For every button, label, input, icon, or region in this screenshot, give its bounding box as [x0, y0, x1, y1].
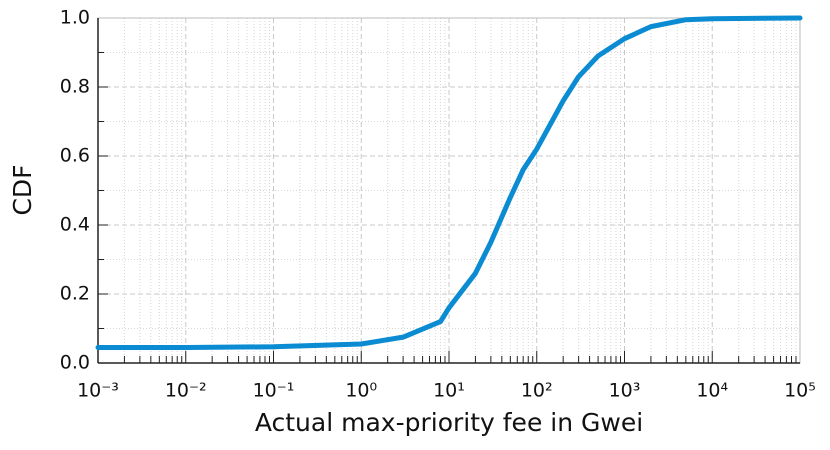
- y-tick-label: 0.6: [60, 145, 90, 167]
- x-tick-label: 10⁻¹: [253, 380, 295, 402]
- y-tick-label: 0.0: [60, 352, 90, 374]
- x-tick-label: 10²: [521, 380, 553, 402]
- x-axis-title: Actual max-priority fee in Gwei: [255, 408, 643, 437]
- y-tick-label: 0.2: [60, 283, 90, 305]
- cdf-line: [95, 15, 803, 350]
- x-tick-label: 10⁻³: [77, 380, 119, 402]
- x-tick-label: 10⁻²: [165, 380, 207, 402]
- y-axis-title: CDF: [8, 164, 37, 215]
- y-tick-label: 0.4: [60, 214, 90, 236]
- y-tick-label: 0.8: [60, 76, 90, 98]
- x-tick-label: 10³: [609, 380, 641, 402]
- x-tick-label: 10⁰: [345, 380, 377, 402]
- y-tick-label: 1.0: [60, 7, 90, 29]
- x-tick-label: 10⁵: [784, 380, 816, 402]
- x-tick-label: 10¹: [433, 380, 465, 402]
- x-tick-label: 10⁴: [696, 380, 728, 402]
